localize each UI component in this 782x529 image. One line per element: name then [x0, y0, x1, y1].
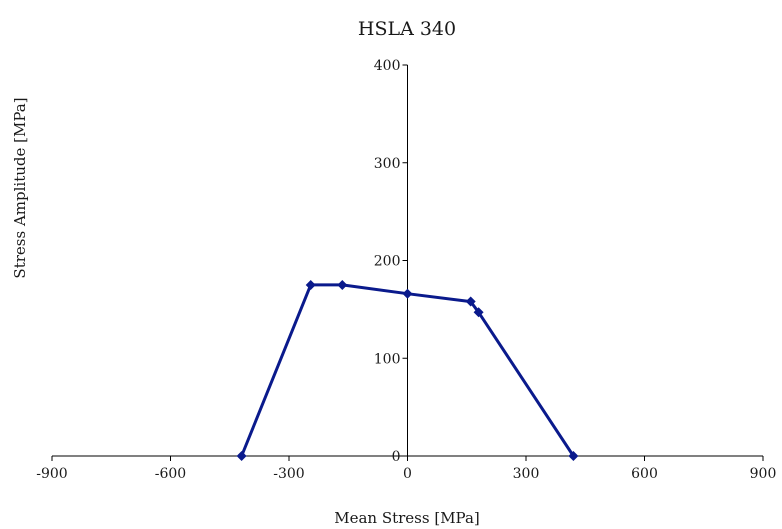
x-tick-label: 600: [631, 466, 658, 482]
y-axis-label: Stress Amplitude [MPa]: [11, 97, 29, 278]
x-tick-label: 0: [403, 466, 412, 482]
y-tick-label: 200: [374, 254, 401, 270]
y-tick-label: 100: [374, 351, 401, 367]
x-axis-label: Mean Stress [MPa]: [334, 509, 480, 527]
data-point-marker: [465, 296, 476, 307]
data-point-marker: [402, 288, 413, 299]
x-tick-label: -900: [36, 466, 67, 482]
y-tick-label: 400: [374, 58, 401, 74]
x-tick-label: 300: [513, 466, 540, 482]
data-point-marker: [305, 279, 316, 290]
data-point-marker: [568, 451, 579, 461]
ticks: -900 -600 -300 0 300 600 900 0 100 200 300 400: [36, 58, 776, 482]
data-point-marker: [473, 307, 484, 318]
x-tick-label: -600: [155, 466, 186, 482]
x-tick-label: 900: [750, 466, 777, 482]
y-tick-label: 300: [374, 156, 401, 172]
data-point-marker: [236, 451, 247, 461]
data-point-marker: [337, 279, 348, 290]
chart-title: HSLA 340: [358, 18, 456, 40]
x-tick-label: -300: [273, 466, 304, 482]
y-tick-label: 0: [392, 449, 401, 465]
series: [236, 279, 579, 461]
